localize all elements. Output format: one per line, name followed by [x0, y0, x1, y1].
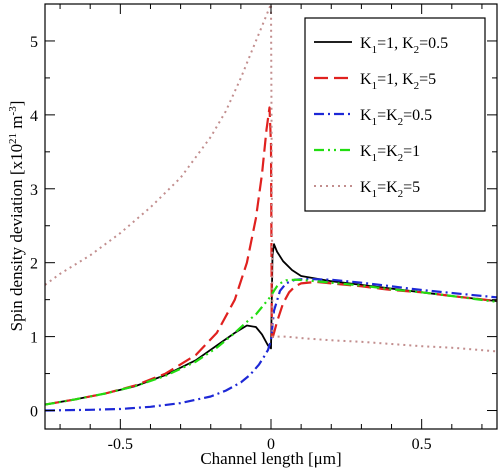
legend-label-1: K1=1, K2=0.5 — [360, 35, 448, 56]
series-line-4 — [45, 278, 497, 406]
y-tick-label: 1 — [30, 330, 38, 347]
y-tick-label: 3 — [30, 182, 38, 199]
y-tick-label: 0 — [30, 404, 38, 421]
y-axis-label: Spin density deviation [x1021 m-3] — [7, 101, 26, 332]
y-tick-label: 5 — [30, 34, 38, 51]
axis-ticks — [45, 3, 497, 429]
y-tick-label: 4 — [30, 108, 38, 125]
y-tick-label: 2 — [30, 256, 38, 273]
series-line-3 — [45, 277, 497, 412]
x-axis-label: Channel length [μm] — [200, 449, 341, 468]
legend-label-4: K1=K2=1 — [360, 143, 420, 164]
x-tick-label: -0.5 — [108, 436, 133, 453]
x-tick-label: 0.5 — [412, 436, 432, 453]
tick-labels: -0.5 0 0.5 0 1 2 3 4 5 — [30, 34, 432, 453]
legend-label-3: K1=K2=0.5 — [360, 107, 432, 128]
series-layer — [45, 4, 497, 412]
legend-label-2: K1=1, K2=5 — [360, 71, 436, 92]
plot-frame — [44, 3, 498, 430]
legend: K1=1, K2=0.5 K1=1, K2=5 K1=K2=0.5 K1=K2=1 K1… — [304, 17, 486, 212]
legend-label-5: K1=K2=5 — [360, 179, 420, 200]
x-tick-label: 0 — [267, 436, 275, 453]
